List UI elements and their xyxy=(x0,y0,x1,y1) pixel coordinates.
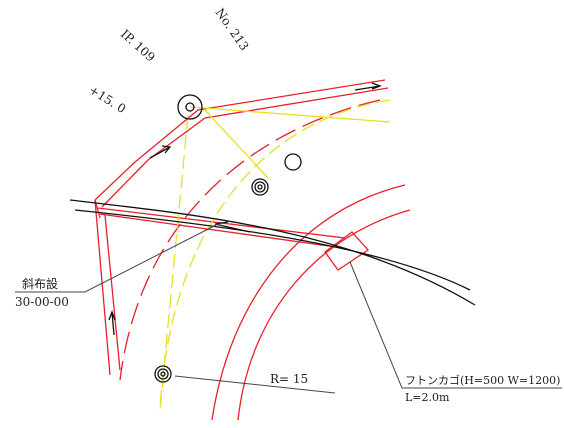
existing-line xyxy=(69,199,476,306)
station-offset: +15. 0 xyxy=(86,83,128,116)
road-edge xyxy=(94,79,386,201)
center-line xyxy=(204,109,269,179)
arrow xyxy=(149,145,172,159)
leader xyxy=(349,261,562,389)
slant-value: 30-00-00 xyxy=(15,295,69,309)
arrow xyxy=(354,82,382,91)
survey-point xyxy=(177,94,203,120)
center-line xyxy=(189,106,391,123)
radius-label: R= 15 xyxy=(270,372,308,386)
arrow xyxy=(108,310,116,336)
gabion-box xyxy=(324,231,369,271)
center-line xyxy=(159,99,391,411)
road-edge xyxy=(237,209,411,421)
leader xyxy=(174,375,336,394)
existing-line xyxy=(74,209,471,291)
arrow xyxy=(214,221,251,233)
station-number: No. 213 xyxy=(213,6,252,53)
leader xyxy=(15,223,219,293)
road-edge xyxy=(211,184,406,421)
center-line xyxy=(159,114,189,411)
ip-label: IP. 109 xyxy=(118,27,158,65)
gabion-label: フトンカゴ(H=500 W=1200) xyxy=(405,373,560,387)
survey-point xyxy=(154,365,172,383)
road-edge xyxy=(94,199,111,376)
survey-point xyxy=(284,153,302,171)
road-edge xyxy=(101,87,389,208)
road-edge xyxy=(104,214,121,371)
survey-point xyxy=(251,178,269,196)
slant-title: 斜布設 xyxy=(22,276,58,291)
length-label: L=2.0m xyxy=(405,391,450,404)
road-edge xyxy=(119,99,381,381)
